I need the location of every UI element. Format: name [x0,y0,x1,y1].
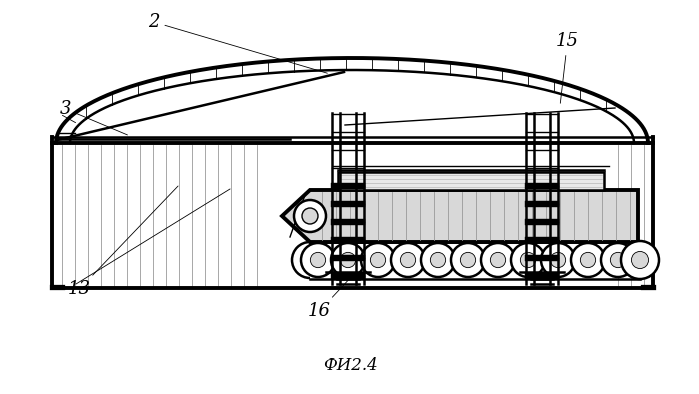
Bar [331,273,365,279]
Circle shape [610,252,626,268]
Polygon shape [282,190,638,242]
Circle shape [541,243,575,277]
Text: ФИ2.4: ФИ2.4 [323,357,377,375]
Circle shape [601,243,635,277]
Bar [525,219,559,225]
Text: 13: 13 [68,186,178,298]
Circle shape [571,243,605,277]
Bar [331,255,365,261]
Circle shape [391,243,425,277]
Circle shape [370,252,386,268]
Circle shape [421,243,455,277]
Circle shape [580,252,596,268]
Bar [525,201,559,207]
Circle shape [621,241,659,279]
Circle shape [631,251,649,269]
Circle shape [451,243,485,277]
Circle shape [361,243,395,277]
Bar [525,183,559,189]
Text: 15: 15 [556,32,579,103]
Bar [525,273,559,279]
Bar [331,201,365,207]
Text: 3: 3 [60,100,127,135]
Circle shape [491,252,505,268]
Bar [331,219,365,225]
Bar [338,172,604,190]
Circle shape [481,243,515,277]
Circle shape [301,243,335,277]
Circle shape [340,252,356,268]
Circle shape [331,243,365,277]
Circle shape [294,200,326,232]
Circle shape [431,252,446,268]
Bar [331,237,365,243]
Bar [331,183,365,189]
Circle shape [302,208,318,224]
Circle shape [461,252,475,268]
Bar [525,237,559,243]
Circle shape [401,252,416,268]
Circle shape [511,243,545,277]
Text: 2: 2 [148,13,327,73]
Text: 16: 16 [308,248,378,320]
Bar [525,255,559,261]
Circle shape [310,252,326,268]
Circle shape [550,252,565,268]
Circle shape [520,252,535,268]
